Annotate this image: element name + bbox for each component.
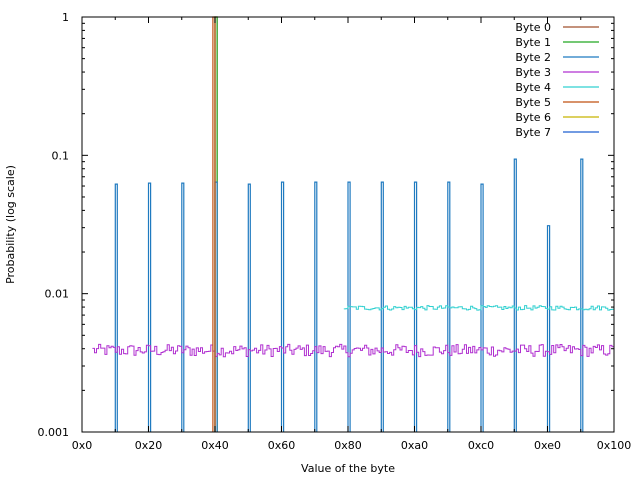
legend-label: Byte 5 [515, 96, 551, 109]
x-tick-label: 0x60 [268, 439, 296, 452]
x-tick-label: 0x20 [135, 439, 163, 452]
spike-byte-2 [513, 158, 517, 432]
spike-byte-5 [212, 16, 216, 432]
x-axis-label: Value of the byte [301, 462, 395, 475]
spike-byte-2 [114, 183, 118, 432]
y-tick-label: 0.001 [38, 426, 70, 439]
legend-label: Byte 2 [515, 51, 551, 64]
series-line-byte-3 [92, 343, 614, 358]
spike-byte-2 [247, 183, 251, 432]
legend-label: Byte 6 [515, 111, 551, 124]
x-tick-label: 0x40 [201, 439, 229, 452]
legend-label: Byte 1 [515, 36, 551, 49]
x-tick-label: 0xc0 [468, 439, 494, 452]
legend: Byte 0 Byte 1 Byte 2 Byte 3 Byte 4 Byte 5 Byte… [515, 21, 599, 139]
series-line-byte-4 [343, 305, 614, 311]
legend-label: Byte 4 [515, 81, 551, 94]
spike-byte-2 [580, 158, 584, 432]
y-axis-label: Probability (log scale) [4, 165, 17, 284]
spike-byte-2 [147, 182, 152, 432]
x-tick-label: 0xa0 [401, 439, 428, 452]
x-tick-label: 0x0 [72, 439, 93, 452]
spike-byte-2 [314, 181, 318, 432]
x-tick-label: 0x100 [597, 439, 632, 452]
spike-byte-2 [181, 182, 185, 432]
legend-label: Byte 0 [515, 21, 551, 34]
y-tick-label: 0.01 [45, 288, 70, 301]
legend-label: Byte 7 [515, 126, 551, 139]
x-tick-label: 0x80 [334, 439, 362, 452]
spike-byte-2 [280, 181, 285, 432]
y-tick-label: 0.1 [52, 149, 70, 162]
spike-byte-2 [546, 225, 551, 432]
legend-label: Byte 3 [515, 66, 551, 79]
axes-layer: 0x0 0x20 0x40 0x60 0x80 0xa0 0xc0 0xe0 0x100 0.00… [38, 11, 632, 452]
x-tick-label: 0xe0 [534, 439, 561, 452]
y-tick-label: 1 [62, 11, 69, 24]
series-layer [92, 16, 614, 432]
